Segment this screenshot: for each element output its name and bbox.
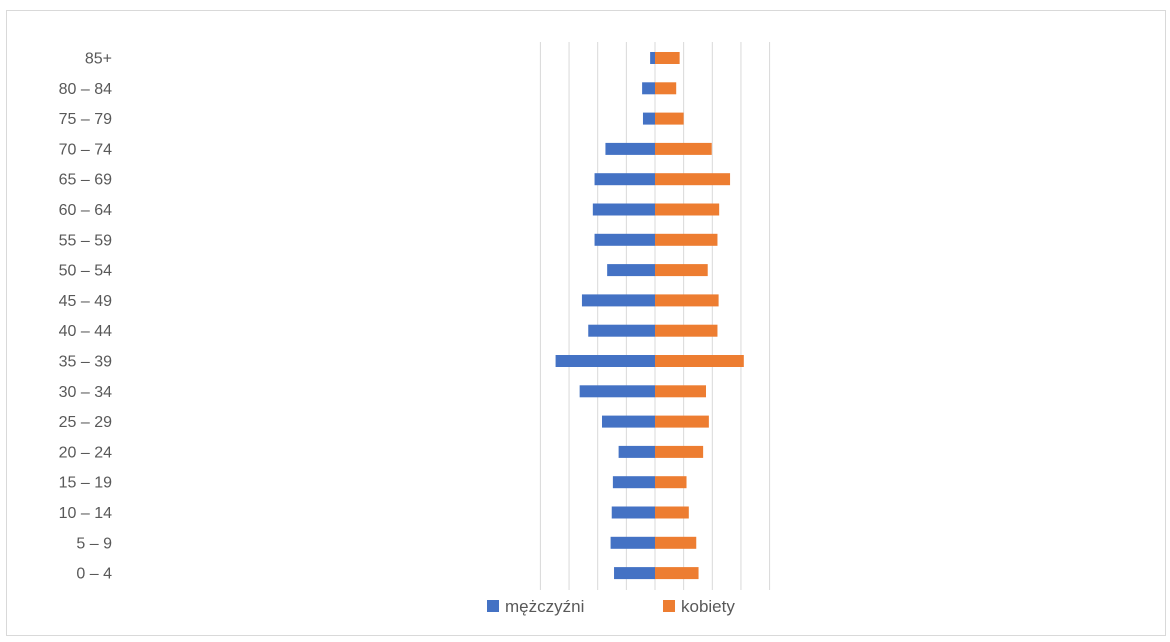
bar-male-1 xyxy=(610,536,655,549)
bar-female-6 xyxy=(655,385,706,398)
category-label: 85+ xyxy=(85,51,112,68)
category-label: 35 – 39 xyxy=(59,354,112,371)
bar-female-12 xyxy=(655,203,720,216)
bar-female-8 xyxy=(655,324,718,337)
legend-item-male-swatch xyxy=(487,600,499,612)
bar-male-2 xyxy=(611,506,655,519)
bar-female-11 xyxy=(655,233,718,246)
bar-male-11 xyxy=(594,233,655,246)
category-label: 20 – 24 xyxy=(59,444,112,461)
bar-male-15 xyxy=(642,112,655,125)
bar-male-13 xyxy=(594,173,655,186)
category-label: 10 – 14 xyxy=(59,505,112,522)
bar-male-12 xyxy=(592,203,655,216)
bar-male-9 xyxy=(581,294,655,307)
bar-male-4 xyxy=(618,445,655,458)
category-label: 15 – 19 xyxy=(59,475,112,492)
category-label: 5 – 9 xyxy=(76,535,112,552)
bar-male-5 xyxy=(601,415,655,428)
category-label: 50 – 54 xyxy=(59,263,112,280)
bar-female-15 xyxy=(655,112,684,125)
bar-male-3 xyxy=(612,476,655,489)
bar-female-5 xyxy=(655,415,709,428)
bar-female-7 xyxy=(655,355,744,367)
category-label: 70 – 74 xyxy=(59,141,112,158)
bar-male-0 xyxy=(614,567,655,580)
bar-female-10 xyxy=(655,264,708,277)
legend-item-female-swatch xyxy=(663,600,675,612)
bar-male-6 xyxy=(579,385,655,398)
legend-item-male-label: mężczyźni xyxy=(505,597,584,616)
bars xyxy=(555,52,744,580)
y-axis-labels: 0 – 4 5 – 9 10 – 14 15 – 19 20 – 24 25 – 29 30… xyxy=(59,51,112,583)
bar-female-0 xyxy=(655,567,699,580)
bar-male-17 xyxy=(650,52,655,64)
gridlines xyxy=(539,42,771,590)
legend-item-female-label: kobiety xyxy=(681,597,735,616)
category-label: 75 – 79 xyxy=(59,111,112,128)
bar-male-16 xyxy=(642,82,655,95)
category-label: 0 – 4 xyxy=(76,566,112,583)
bar-male-10 xyxy=(607,264,655,277)
category-label: 25 – 29 xyxy=(59,414,112,431)
bar-female-4 xyxy=(655,445,704,458)
category-label: 55 – 59 xyxy=(59,232,112,249)
legend: mężczyźni kobiety xyxy=(487,597,735,616)
bar-female-13 xyxy=(655,173,731,186)
bar-female-1 xyxy=(655,536,697,549)
bar-female-2 xyxy=(655,506,689,519)
category-label: 40 – 44 xyxy=(59,323,112,340)
category-label: 80 – 84 xyxy=(59,81,112,98)
category-label: 45 – 49 xyxy=(59,293,112,310)
category-label: 60 – 64 xyxy=(59,202,112,219)
bar-female-16 xyxy=(655,82,677,95)
bar-male-7 xyxy=(555,355,655,367)
bar-female-9 xyxy=(655,294,719,307)
bar-female-17 xyxy=(655,52,680,64)
bar-female-14 xyxy=(655,142,712,155)
category-label: 65 – 69 xyxy=(59,172,112,189)
category-label: 30 – 34 xyxy=(59,384,112,401)
bar-male-8 xyxy=(588,324,655,337)
bar-male-14 xyxy=(605,142,655,155)
chart-frame xyxy=(6,10,1166,636)
bar-female-3 xyxy=(655,476,687,489)
